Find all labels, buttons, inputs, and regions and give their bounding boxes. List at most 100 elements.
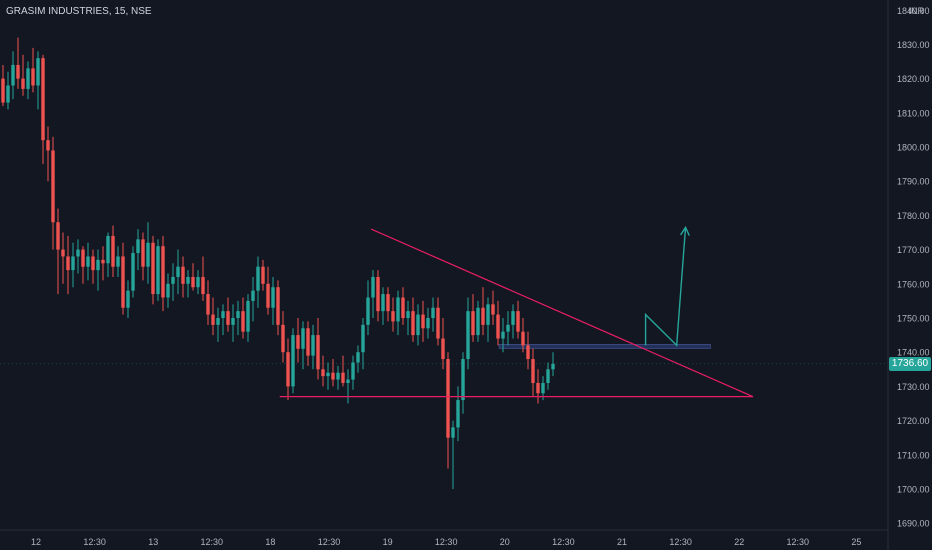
- price-tick-label: 1720.00: [897, 416, 930, 426]
- price-tick-label: 1830.00: [897, 40, 930, 50]
- resistance-zone[interactable]: [498, 344, 711, 349]
- candle-body: [181, 266, 185, 284]
- candle-body: [36, 58, 40, 86]
- last-price-badge: 1736.60: [889, 356, 931, 371]
- candle-body: [306, 328, 310, 356]
- candle-body: [216, 318, 220, 325]
- trendline[interactable]: [370, 228, 754, 398]
- time-tick-label: 12:30: [201, 537, 224, 547]
- candle-body: [491, 304, 495, 315]
- candle-body: [81, 249, 85, 267]
- candle-body: [6, 85, 10, 103]
- candle-body: [206, 294, 210, 315]
- candle-body: [341, 372, 345, 383]
- candle-body: [76, 249, 80, 257]
- candle-body: [421, 314, 425, 329]
- time-tick-label: 12:30: [787, 537, 810, 547]
- candle-body: [146, 242, 150, 267]
- candle-body: [171, 276, 175, 284]
- candle-body: [96, 259, 100, 271]
- candle-body: [256, 266, 260, 291]
- currency-label: INR: [908, 6, 925, 16]
- price-tick-label: 1770.00: [897, 245, 930, 255]
- candle-body: [521, 331, 525, 346]
- price-tick-label: 1750.00: [897, 314, 930, 324]
- candle-body: [541, 382, 545, 394]
- price-tick-label: 1780.00: [897, 211, 930, 221]
- candle-body: [476, 307, 480, 336]
- candle-body: [351, 362, 355, 380]
- projection-arrow[interactable]: [644, 225, 690, 347]
- candle-body: [451, 427, 455, 438]
- price-tick-label: 1740.00: [897, 348, 930, 358]
- candle-body: [211, 314, 215, 325]
- candle-body: [316, 335, 320, 370]
- candle-body: [151, 242, 155, 295]
- time-tick-label: 25: [851, 537, 861, 547]
- time-tick-label: 12:30: [552, 537, 575, 547]
- candle-body: [251, 290, 255, 301]
- time-tick-label: 12:30: [83, 537, 106, 547]
- candle-body: [281, 324, 285, 353]
- price-tick-label: 1700.00: [897, 484, 930, 494]
- price-axis[interactable]: 1690.00 1700.00 1710.00 1720.00 1730.00 1740.…: [897, 6, 930, 529]
- candle-body: [41, 58, 45, 141]
- candle-body: [326, 372, 330, 377]
- price-tick-label: 1690.00: [897, 519, 930, 529]
- candle-body: [506, 324, 510, 332]
- candle-body: [246, 300, 250, 332]
- candle-body: [296, 335, 300, 349]
- candle-body: [101, 259, 105, 264]
- price-tick-label: 1790.00: [897, 177, 930, 187]
- candle-body: [386, 294, 390, 312]
- candle-body: [46, 140, 50, 151]
- candle-body: [31, 68, 35, 86]
- candle-body: [486, 304, 490, 325]
- candle-body: [356, 352, 360, 363]
- candle-body: [116, 256, 120, 267]
- time-tick-label: 12:30: [669, 537, 692, 547]
- candle-body: [141, 239, 145, 267]
- candle-body: [166, 283, 170, 298]
- candle-body: [401, 297, 405, 318]
- arrow-head: [680, 225, 690, 236]
- candle-body: [71, 256, 75, 271]
- candle-body: [441, 338, 445, 360]
- price-tick-label: 1840.00: [897, 6, 930, 16]
- trendlines[interactable]: [279, 228, 754, 398]
- candle-body: [511, 311, 515, 325]
- candles: [1, 37, 555, 489]
- candle-body: [266, 283, 270, 308]
- candle-body: [436, 307, 440, 339]
- candle-body: [121, 256, 125, 308]
- candle-body: [21, 78, 25, 89]
- candle-body: [431, 307, 435, 318]
- candle-body: [531, 359, 535, 383]
- candle-body: [406, 311, 410, 318]
- symbol-title[interactable]: GRASIM INDUSTRIES, 15, NSE: [6, 6, 152, 17]
- resistance-zone-rect[interactable]: [498, 344, 711, 349]
- candle-body: [261, 266, 265, 284]
- candle-body: [226, 311, 230, 325]
- candle-body: [11, 64, 15, 86]
- price-tick-label: 1710.00: [897, 450, 930, 460]
- candle-body: [1, 78, 5, 103]
- candle-body: [221, 311, 225, 318]
- candle-body: [471, 311, 475, 336]
- time-tick-label: 19: [383, 537, 393, 547]
- candle-body: [391, 311, 395, 322]
- candle-body: [276, 287, 280, 325]
- candle-body: [131, 253, 135, 291]
- candle-body: [26, 68, 30, 89]
- candle-body: [461, 359, 465, 401]
- time-axis[interactable]: 12 12:30 13 12:30 18 12:30 19 12:30 20 12:30 21 12:…: [31, 537, 861, 547]
- projection-path[interactable]: [644, 227, 687, 347]
- candle-body: [481, 307, 485, 325]
- candle-body: [416, 314, 420, 336]
- candle-body: [91, 256, 95, 271]
- time-tick-label: 22: [734, 537, 744, 547]
- candle-body: [396, 297, 400, 322]
- candle-body: [301, 328, 305, 349]
- candle-body: [311, 335, 315, 356]
